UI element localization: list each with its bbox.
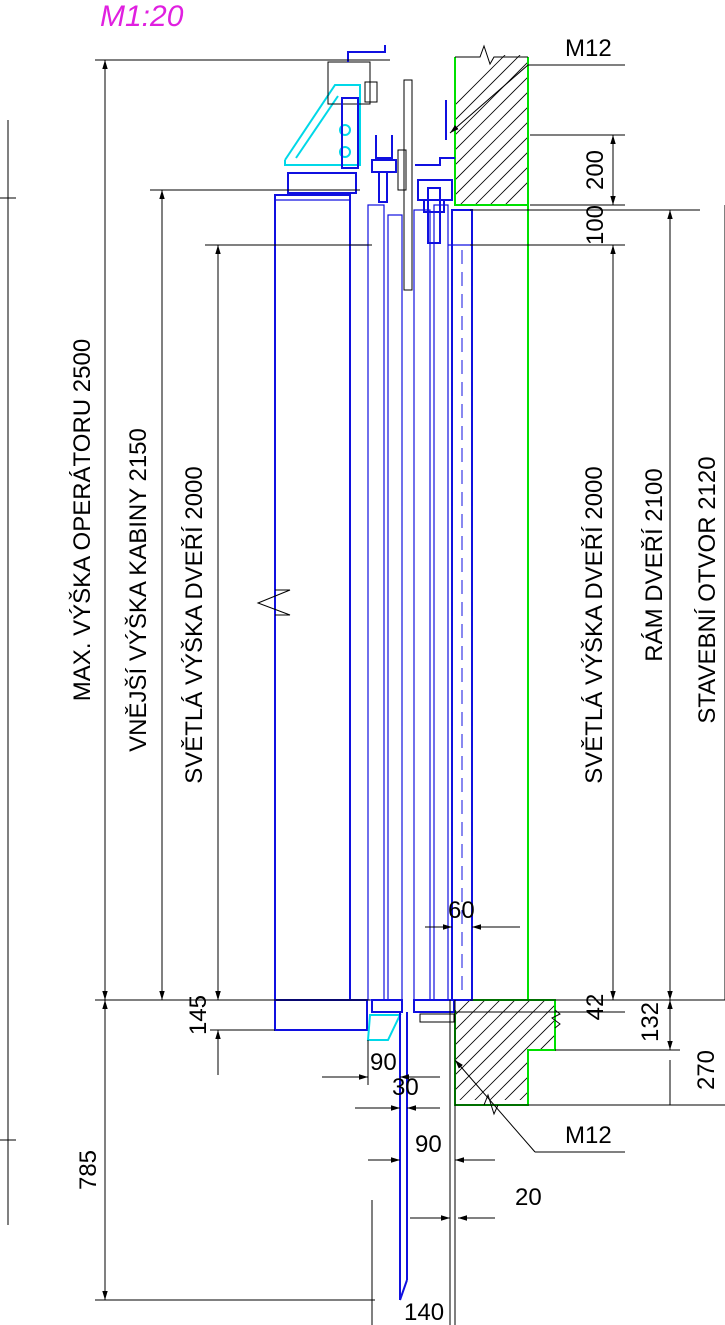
dim-max-operator-height: MAX. VÝŠKA OPERÁTORU 2500 <box>68 59 390 1001</box>
dim-90a-text: 90 <box>370 1049 397 1076</box>
roller-carriage <box>371 79 455 291</box>
dim-785-text: 785 <box>75 1150 102 1190</box>
dim-90-lower: 90 <box>368 1131 495 1163</box>
dim-90b-text: 90 <box>415 1131 442 1158</box>
dim-200-100: 200 100 <box>470 134 700 246</box>
operator-bracket <box>284 45 386 169</box>
door-frame-label: RÁM DVEŘÍ 2100 <box>641 468 668 661</box>
dim-clear-door-height-right: SVĚTLÁ VÝŠKA DVEŘÍ 2000 <box>580 245 616 1000</box>
building-opening-label: STAVEBNÍ OTVOR 2120 <box>694 456 721 723</box>
clear-door-height-left-label: SVĚTLÁ VÝŠKA DVEŘÍ 2000 <box>180 466 208 784</box>
dim-30-text: 30 <box>392 1074 419 1101</box>
scale-label: M1:20 <box>100 0 184 33</box>
anchor-bottom-label: M12 <box>565 1122 612 1149</box>
dim-42-text: 42 <box>582 994 609 1021</box>
dim-60: 60 <box>425 897 520 930</box>
dim-door-frame: RÁM DVEŘÍ 2100 <box>641 210 673 1000</box>
max-operator-height-label: MAX. VÝŠKA OPERÁTORU 2500 <box>68 339 96 701</box>
dim-30: 30 <box>355 1074 440 1111</box>
dim-145: 145 <box>185 960 275 1075</box>
wall-top-block <box>454 44 529 206</box>
dim-clear-door-height-left: SVĚTLÁ VÝŠKA DVEŘÍ 2000 <box>180 244 372 1000</box>
clear-door-height-right-label: SVĚTLÁ VÝŠKA DVEŘÍ 2000 <box>580 466 608 784</box>
break-symbol <box>256 589 291 616</box>
dim-20: 20 <box>410 1184 542 1221</box>
dim-100-text: 100 <box>582 205 609 245</box>
anchor-bottom-callout: M12 <box>454 1059 625 1153</box>
dim-42-132-270: 42 132 270 <box>455 994 725 1106</box>
dim-132-text: 132 <box>637 1002 664 1042</box>
dim-140-text: 140 <box>404 1299 444 1325</box>
dim-60-text: 60 <box>448 897 475 924</box>
anchor-top-label: M12 <box>565 35 612 62</box>
dim-140: 140 <box>371 1000 456 1325</box>
dim-145-text: 145 <box>185 995 212 1035</box>
dim-200-text: 200 <box>582 150 609 190</box>
cabin-panel <box>274 172 368 1031</box>
door-leaves <box>350 204 473 1001</box>
sill <box>366 999 455 1301</box>
dim-outer-cabin-height: VNĚJŠÍ VÝŠKA KABINY 2150 <box>124 189 360 1000</box>
anchor-top-callout: M12 <box>449 35 625 134</box>
dim-785: 785 <box>75 1000 375 1301</box>
dim-20-text: 20 <box>515 1184 542 1211</box>
outer-cabin-height-label: VNĚJŠÍ VÝŠKA KABINY 2150 <box>124 428 152 752</box>
dim-270-text: 270 <box>693 1050 720 1090</box>
dim-building-opening: STAVEBNÍ OTVOR 2120 <box>694 205 725 1000</box>
dim-90-upper: 90 <box>322 1040 440 1085</box>
